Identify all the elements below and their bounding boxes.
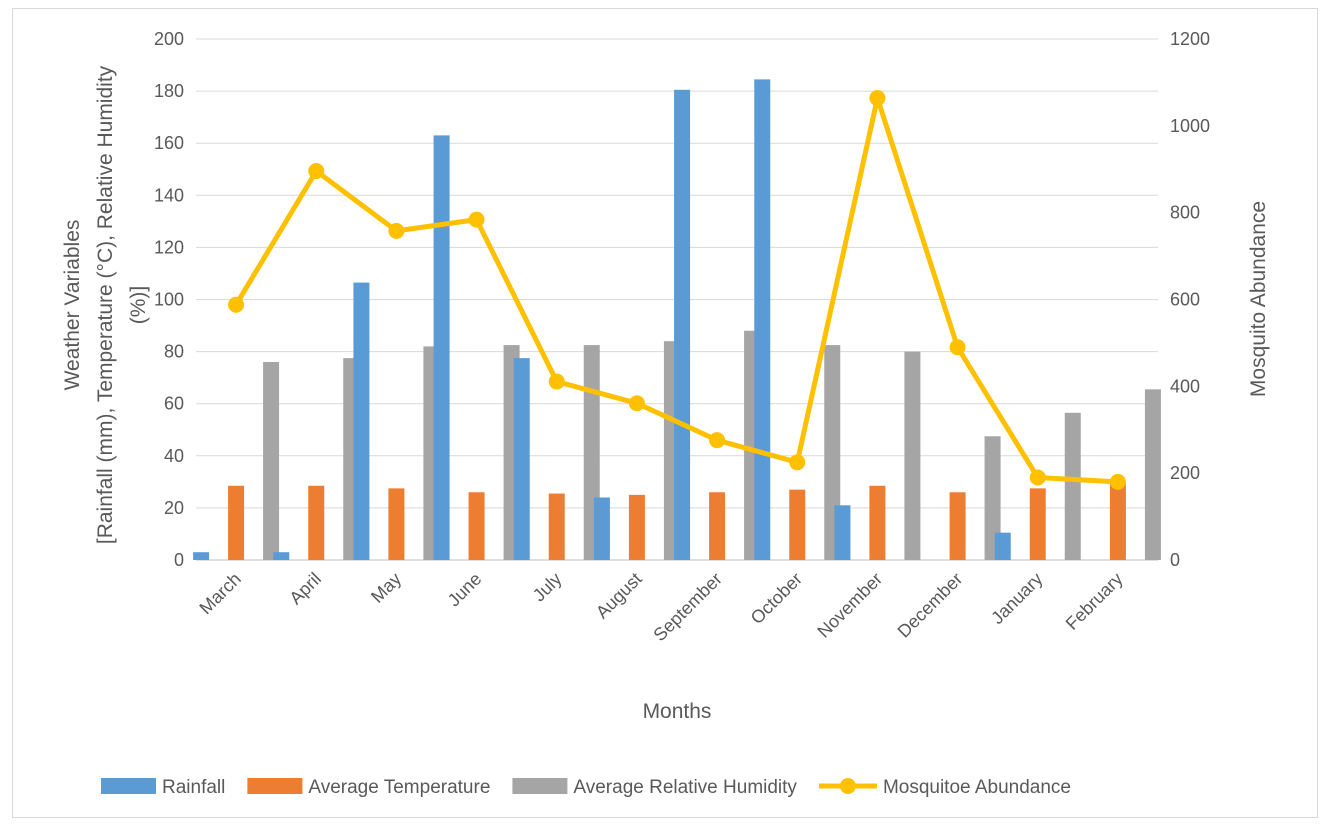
legend-item: Average Temperature [247,777,490,798]
axis-titles: Months Weather Variables [Rainfall (mm), T… [61,65,1270,723]
bar-rainfall [994,532,1011,560]
legend-label: Rainfall [162,777,225,798]
legend-label: Average Temperature [308,777,490,798]
bar-rainfall [834,505,851,560]
x-tick-label: May [367,569,405,607]
bar-rainfall [513,358,530,560]
bar-average-temperature [789,489,806,560]
right-tick-label: 200 [1170,463,1200,483]
bar-average-temperature [869,485,886,560]
bar-rainfall [193,552,210,560]
bars [193,79,1161,561]
bar-average-relative-humidity [1144,389,1161,560]
right-tick-label: 1000 [1170,116,1210,136]
x-tick-label: January [987,569,1046,628]
right-tick-label: 0 [1170,550,1180,570]
line-point [308,162,325,179]
legend-marker [839,778,856,794]
line-point [949,339,966,356]
right-axis-title: Mosquito Abundance [1247,201,1270,397]
combo-chart: 0 20 40 60 80 100 120 140 160 180 200 0 200 400 600 80… [61,29,1270,798]
bar-average-temperature [1109,483,1126,560]
left-tick-label: 140 [154,185,184,205]
bar-average-temperature [709,492,726,560]
x-tick-label: August [592,569,646,623]
left-tick-label: 20 [164,498,184,518]
bar-rainfall [353,282,370,560]
left-tick-label: 40 [164,446,184,466]
line-point [228,296,245,313]
bar-average-relative-humidity [904,351,921,560]
line-mosquitoe-abundance [233,95,1119,485]
line-point [548,373,565,390]
bar-rainfall [433,135,450,560]
left-tick-label: 160 [154,133,184,153]
left-axis-title-line: (%)] [127,286,150,325]
legend-item: Rainfall [101,777,225,798]
left-tick-label: 180 [154,81,184,101]
bar-rainfall [754,79,771,560]
bar-average-temperature [548,493,565,560]
bar-average-relative-humidity [984,436,1001,560]
line-point [388,222,405,239]
bar-average-temperature [628,494,645,560]
line-point [789,454,806,471]
legend-label: Average Relative Humidity [573,777,797,798]
legend-item: Mosquitoe Abundance [818,777,1071,798]
bar-average-temperature [949,492,966,560]
bar-average-relative-humidity [1064,412,1081,560]
bar-average-temperature [468,492,485,560]
legend-swatch [512,778,568,794]
right-tick-label: 800 [1170,203,1200,223]
line-point [709,432,726,449]
left-tick-label: 120 [154,237,184,257]
legend-label: Mosquitoe Abundance [883,777,1071,798]
legend-swatch [101,778,156,794]
line-point [1029,469,1046,486]
left-axis-title-line: Weather Variables [61,220,84,391]
x-tick-label: April [285,569,325,609]
right-tick-label: 1200 [1170,29,1210,49]
bar-average-temperature [308,485,325,560]
x-axis-title: Months [643,700,712,723]
x-tick-label: February [1062,569,1127,634]
chart-frame: 0 20 40 60 80 100 120 140 160 180 200 0 200 400 600 80… [12,8,1318,818]
x-tick-label: December [894,569,967,642]
left-axis-title: Weather Variables [Rainfall (mm), Tempera… [61,65,150,544]
right-tick-label: 600 [1170,290,1200,310]
bar-rainfall [593,497,610,560]
left-tick-label: 60 [164,394,184,414]
legend: Rainfall Average Temperature Average Relat… [101,777,1071,798]
line-point [869,90,886,107]
left-tick-label: 100 [154,290,184,310]
x-axis-ticks: March April May June July August September Octo… [195,569,1126,645]
line-series [228,90,1126,490]
bar-average-temperature [228,485,245,560]
line-point [1109,473,1126,490]
left-axis-ticks: 0 20 40 60 80 100 120 140 160 180 200 [154,29,184,570]
right-tick-label: 400 [1170,376,1200,396]
legend-item: Average Relative Humidity [512,777,797,798]
x-tick-label: November [813,569,886,642]
bar-average-temperature [1029,488,1046,560]
bar-rainfall [674,89,691,561]
x-tick-label: October [747,569,806,628]
x-tick-label: September [650,569,726,645]
line-point [628,395,645,412]
bar-average-temperature [388,488,405,560]
legend-swatch [247,778,303,794]
bar-rainfall [273,552,290,560]
left-tick-label: 200 [154,29,184,49]
left-axis-title-line: [Rainfall (mm), Temperature (°C), Relati… [94,65,117,544]
x-tick-label: July [529,569,566,606]
left-tick-label: 80 [164,342,184,362]
x-tick-label: June [444,569,486,611]
right-axis-ticks: 0 200 400 600 800 1000 1200 [1170,29,1210,570]
bar-average-relative-humidity [263,362,280,560]
left-tick-label: 0 [174,550,184,570]
line-point [468,211,485,228]
x-tick-label: March [195,569,245,619]
